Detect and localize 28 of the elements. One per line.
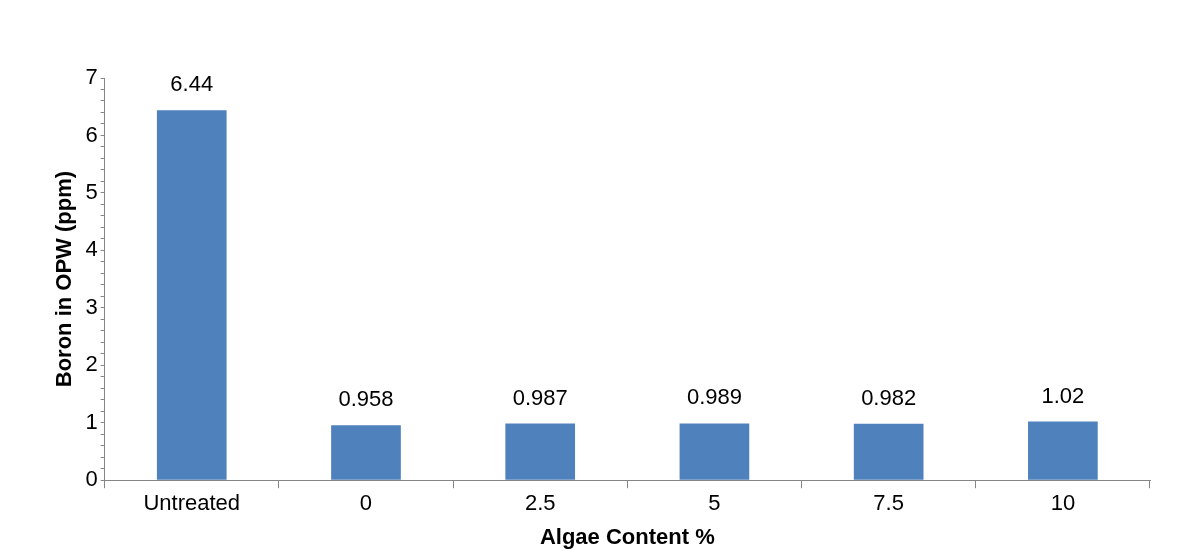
x-tick-label: 2.5 xyxy=(524,490,556,516)
bar xyxy=(505,423,576,480)
x-tick-label: Untreated xyxy=(143,490,241,516)
bar xyxy=(331,425,401,480)
data-label: 0.958 xyxy=(338,386,394,412)
data-label: 6.44 xyxy=(170,71,214,97)
y-axis-title: Boron in OPW (ppm) xyxy=(51,170,77,388)
data-label: 0.989 xyxy=(686,384,742,410)
x-tick-label: 7.5 xyxy=(873,490,904,516)
y-tick-label: 1 xyxy=(85,408,98,434)
data-label: 1.02 xyxy=(1041,382,1085,408)
bar xyxy=(853,423,924,480)
bar xyxy=(156,110,227,480)
bar xyxy=(1028,421,1098,480)
y-tick-label: 4 xyxy=(85,236,98,262)
bar xyxy=(679,423,750,480)
y-tick-label: 5 xyxy=(85,178,98,204)
x-axis-title: Algae Content % xyxy=(539,523,715,549)
x-tick-label: 0 xyxy=(359,490,373,516)
y-tick-label: 3 xyxy=(85,293,98,319)
y-tick-label: 6 xyxy=(85,121,98,147)
data-label: 0.987 xyxy=(512,384,568,410)
data-label: 0.982 xyxy=(861,384,917,410)
y-tick-label: 0 xyxy=(85,466,98,492)
x-tick-label: 10 xyxy=(1050,490,1076,516)
y-tick-label: 7 xyxy=(85,64,98,90)
y-tick-label: 2 xyxy=(85,351,98,377)
x-tick-label: 5 xyxy=(708,490,721,516)
